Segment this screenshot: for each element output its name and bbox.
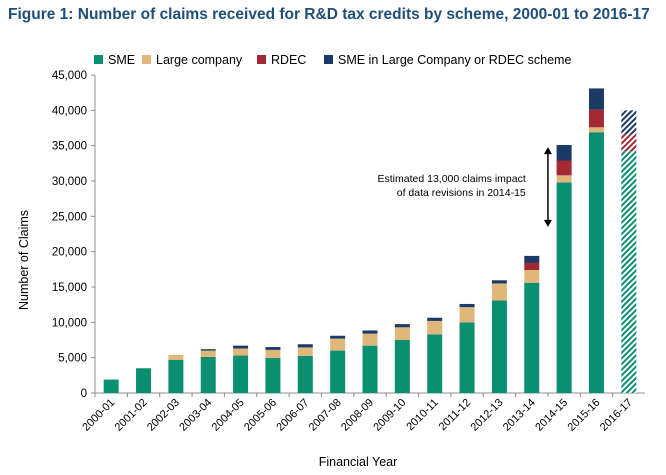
x-axis-title: Financial Year — [319, 455, 398, 469]
bar-segment-sme-in-large-rdec — [330, 335, 346, 339]
y-tick-label: 10,000 — [52, 317, 87, 329]
y-tick-label: 15,000 — [52, 282, 87, 294]
bar-segment-large-company — [297, 347, 313, 356]
bar-segment-large-company — [394, 327, 410, 340]
y-tick-label: 5,000 — [58, 353, 87, 365]
y-axis-title: Number of Claims — [17, 210, 31, 310]
bar-segment-sme — [297, 355, 313, 393]
bar-segment-rdec — [621, 134, 637, 152]
bar-segment-sme — [362, 345, 378, 393]
x-tick-label: 2002-03 — [145, 397, 182, 434]
bar-segment-sme — [427, 334, 443, 393]
y-tick-label: 45,000 — [52, 70, 87, 82]
bar-segment-sme — [168, 359, 184, 393]
annotation-arrowhead-up — [543, 147, 552, 155]
bar-segment-sme-in-large-rdec — [297, 344, 313, 348]
x-tick-label: 2006-07 — [274, 397, 311, 434]
x-tick-label: 2014-15 — [533, 397, 570, 434]
y-tick-label: 35,000 — [52, 141, 87, 153]
bar-segment-sme — [330, 350, 346, 393]
bar-segment-sme-in-large-rdec — [362, 330, 378, 334]
bar-segment-sme — [588, 132, 604, 394]
bar-segment-sme — [394, 340, 410, 393]
bar-segment-sme-in-large-rdec — [265, 347, 281, 350]
bar-segment-sme — [233, 355, 249, 393]
y-tick-label: 30,000 — [52, 176, 87, 188]
legend-label: Large company — [156, 53, 243, 67]
x-tick-label: 2009-10 — [371, 397, 408, 434]
bar-segment-sme-in-large-rdec — [588, 88, 604, 110]
bar-segment-rdec — [556, 160, 572, 176]
annotation-arrowhead-down — [543, 219, 552, 227]
bar-segment-large-company — [362, 333, 378, 346]
bar-segment-rdec — [588, 109, 604, 128]
bar-segment-sme — [136, 368, 152, 393]
bar-segment-sme — [103, 379, 119, 393]
x-tick-label: 2000-01 — [80, 397, 117, 434]
annotation-text: of data revisions in 2014-15 — [397, 187, 526, 199]
bar-segment-large-company — [556, 175, 572, 183]
x-tick-label: 2012-13 — [468, 397, 505, 434]
bar-segment-sme-in-large-rdec — [459, 303, 475, 308]
x-tick-label: 2015-16 — [566, 397, 603, 434]
y-tick-label: 0 — [81, 388, 87, 400]
x-tick-label: 2004-05 — [210, 397, 247, 434]
x-tick-label: 2010-11 — [404, 397, 440, 433]
x-tick-label: 2001-02 — [113, 397, 150, 434]
x-tick-label: 2005-06 — [242, 397, 279, 434]
bar-segment-large-company — [265, 349, 281, 359]
annotation-group: Estimated 13,000 claims impact of data re… — [378, 147, 552, 227]
bar-segment-sme — [524, 282, 540, 393]
bar-segment-large-company — [330, 338, 346, 351]
bar-segment-large-company — [459, 307, 475, 323]
bar-segment-sme-in-large-rdec — [556, 144, 572, 161]
bar-segment-large-company — [524, 270, 540, 283]
x-tick-label: 2007-08 — [307, 397, 344, 434]
bar-segment-large-company — [200, 350, 216, 357]
bar-segment-large-company — [168, 354, 184, 360]
bar-segment-large-company — [491, 283, 507, 301]
bar-segment-large-company — [588, 127, 604, 133]
bar-segment-sme — [200, 356, 216, 393]
bar-segment-sme — [621, 151, 637, 393]
x-tick-label: 2016-17 — [598, 397, 635, 434]
bar-segment-large-company — [427, 320, 443, 335]
bar-segment-rdec — [524, 262, 540, 271]
bar-segment-sme — [459, 322, 475, 393]
x-tick-label: 2013-14 — [501, 397, 538, 434]
legend-swatch — [324, 55, 333, 64]
y-tick-label: 25,000 — [52, 211, 87, 223]
bar-segment-sme-in-large-rdec — [621, 110, 637, 135]
bar-segment-sme — [491, 300, 507, 393]
bar-segment-sme-in-large-rdec — [200, 349, 216, 351]
x-tick-label: 2003-04 — [177, 397, 214, 434]
bar-segment-sme-in-large-rdec — [491, 280, 507, 284]
figure-title: Figure 1: Number of claims received for … — [8, 6, 650, 23]
bar-segment-large-company — [233, 348, 249, 356]
legend-label: SME — [108, 53, 135, 67]
legend-label: RDEC — [271, 53, 306, 67]
bar-segment-sme-in-large-rdec — [394, 324, 410, 328]
legend-swatch — [94, 55, 103, 64]
legend-swatch — [142, 55, 151, 64]
bar-segment-sme-in-large-rdec — [233, 345, 249, 349]
chart-legend: SME Large company RDEC SME in Large Company… — [94, 53, 571, 67]
x-tick-label: 2008-09 — [339, 397, 376, 434]
bar-segment-sme-in-large-rdec — [427, 317, 443, 321]
annotation-text: Estimated 13,000 claims impact — [378, 173, 526, 185]
y-tick-label: 40,000 — [52, 105, 87, 117]
x-tick-label: 2011-12 — [437, 397, 473, 433]
bar-segment-sme — [556, 182, 572, 393]
legend-swatch — [257, 55, 266, 64]
bar-group — [103, 88, 637, 394]
y-tick-label: 20,000 — [52, 247, 87, 259]
bar-segment-sme — [265, 358, 281, 393]
bar-segment-sme-in-large-rdec — [524, 255, 540, 263]
legend-label: SME in Large Company or RDEC scheme — [338, 53, 571, 67]
